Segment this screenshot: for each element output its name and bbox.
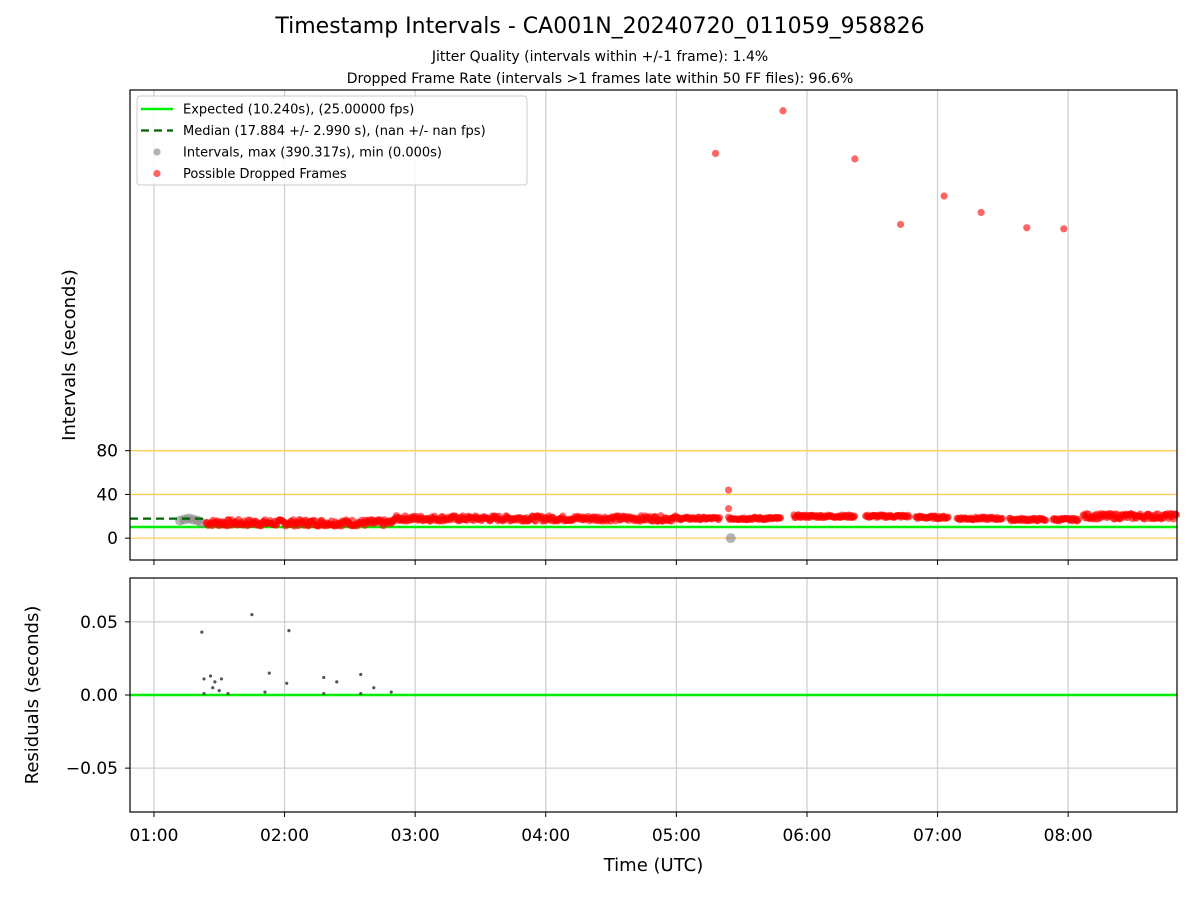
top-y-tick-label: 0	[107, 529, 118, 549]
top-plot-ticks: 0 40 80	[96, 442, 1069, 565]
dropped-frame-point	[896, 220, 905, 229]
residual-point	[219, 677, 224, 681]
x-tick-label: 06:00	[782, 826, 831, 846]
x-tick-label: 05:00	[652, 826, 701, 846]
legend-entry: Expected (10.240s), (25.00000 fps)	[183, 103, 414, 118]
residual-y-tick-label: 0.05	[80, 613, 118, 633]
top-y-tick-label: 80	[96, 442, 118, 462]
residual-point	[213, 680, 217, 684]
dropped-frame-point	[779, 107, 787, 115]
dropped-frame-point	[724, 486, 733, 494]
legend: Expected (10.240s), (25.00000 fps) Median…	[136, 95, 528, 186]
dropped-frame-point	[998, 514, 1006, 523]
legend-entry: Possible Dropped Frames	[183, 167, 347, 182]
dropped-frame-point	[776, 514, 785, 522]
legend-intervals-swatch	[153, 148, 161, 156]
y-axis-label-intervals: Intervals (seconds)	[59, 269, 80, 441]
x-tick-label: 03:00	[391, 826, 440, 846]
residual-point	[226, 691, 230, 696]
jitter-quality-subtitle: Jitter Quality (intervals within +/-1 fr…	[431, 49, 769, 65]
residual-point	[208, 674, 213, 678]
residual-point	[322, 691, 326, 696]
residual-point	[372, 686, 376, 690]
residual-point	[202, 677, 206, 681]
residual-point	[359, 672, 363, 677]
top-plot-marks	[130, 107, 1181, 544]
legend-box	[136, 95, 528, 186]
dropped-frame-subtitle: Dropped Frame Rate (intervals >1 frames …	[346, 71, 854, 87]
residual-point	[263, 690, 267, 694]
chart-title: Timestamp Intervals - CA001N_20240720_01…	[275, 14, 925, 39]
legend-entry: Intervals, max (390.317s), min (0.000s)	[183, 146, 442, 161]
residual-point	[359, 691, 363, 696]
dropped-frame-point	[851, 155, 859, 163]
dropped-frame-point	[1060, 225, 1068, 233]
legend-dropped-swatch	[153, 169, 161, 178]
x-tick-label: 08:00	[1044, 826, 1093, 846]
x-tick-label: 07:00	[913, 826, 962, 846]
y-axis-label-residuals: Residuals (seconds)	[22, 606, 43, 785]
residual-point	[202, 691, 206, 696]
top-plot-frame	[129, 89, 1178, 561]
x-tick-label: 02:00	[260, 826, 309, 846]
residual-point	[217, 689, 221, 693]
residual-point	[211, 686, 215, 690]
dropped-frame-point	[715, 514, 724, 522]
dropped-frame-point	[724, 505, 733, 513]
top-plot-grid	[130, 90, 1177, 560]
residual-point	[267, 671, 271, 675]
dropped-frame-point	[905, 513, 913, 521]
legend-entry: Median (17.884 +/- 2.990 s), (nan +/- na…	[183, 124, 486, 139]
x-tick-label: 01:00	[129, 826, 178, 846]
dropped-frame-point	[851, 512, 859, 520]
residual-point	[287, 629, 291, 633]
dropped-frame-point	[1074, 515, 1082, 523]
top-y-tick-label: 40	[96, 485, 118, 505]
residual-point	[200, 630, 204, 634]
dropped-frame-point	[711, 149, 720, 157]
residual-point	[322, 675, 326, 680]
x-tick-label: 04:00	[521, 826, 570, 846]
residual-point	[285, 681, 289, 685]
dropped-frame-point	[1023, 224, 1031, 232]
residual-point	[389, 690, 393, 694]
dropped-frame-point	[940, 192, 948, 200]
interval-point	[725, 533, 736, 544]
residual-y-tick-label: 0.00	[80, 686, 118, 706]
residual-point	[335, 680, 339, 684]
x-axis-label: Time (UTC)	[603, 855, 704, 876]
dropped-frame-point	[1042, 516, 1050, 524]
residual-y-tick-label: −0.05	[66, 759, 118, 779]
residual-point	[250, 612, 254, 617]
residual-plot-marks	[130, 612, 1177, 697]
dropped-frame-point	[944, 513, 952, 521]
residual-plot-ticks: 01:00 02:00 03:00 04:00 05:00 06:00 07:00 08:00…	[66, 613, 1093, 846]
dropped-frame-point	[977, 208, 985, 217]
